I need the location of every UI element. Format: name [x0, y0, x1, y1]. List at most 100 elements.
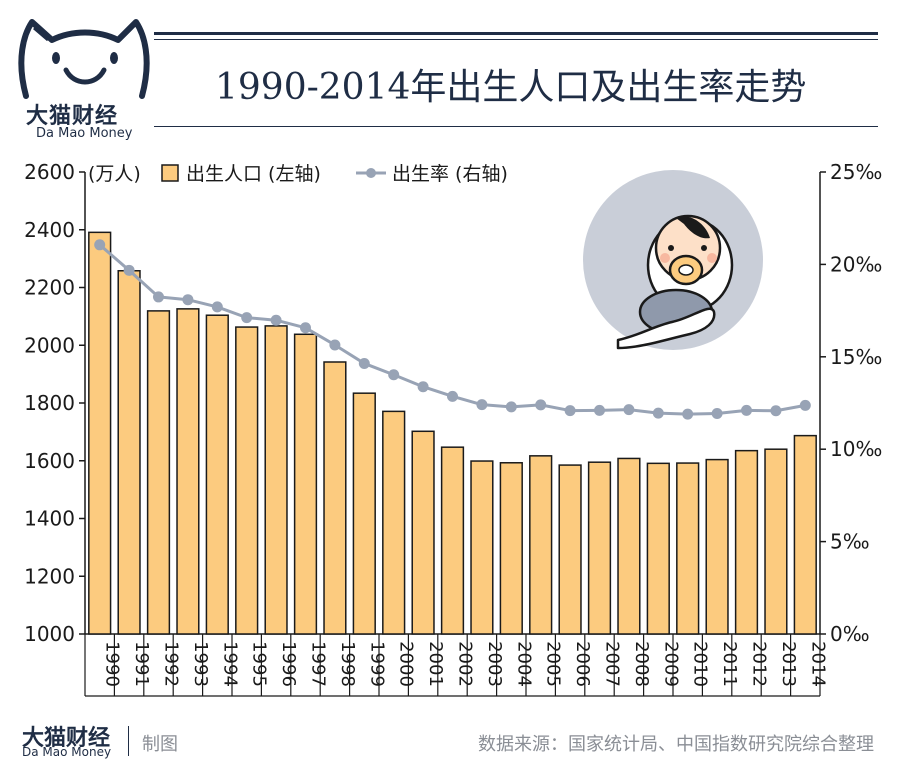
- point-birth-rate: [388, 369, 400, 381]
- x-axis-tick-label: 1999: [366, 641, 387, 687]
- point-birth-rate: [153, 291, 164, 303]
- brand-name-en: Da Mao Money: [36, 126, 133, 141]
- x-axis-tick-label: 2006: [572, 641, 593, 687]
- bar-birth-population: [499, 462, 523, 635]
- bar-birth-population: [382, 410, 406, 635]
- legend-line-label: 出生率 (右轴): [392, 163, 508, 185]
- right-axis-tick-label: 20‰: [830, 252, 882, 276]
- left-axis-tick-label: 1800: [24, 391, 75, 415]
- x-axis-tick-label: 1993: [190, 641, 211, 687]
- bar-birth-population: [88, 231, 112, 635]
- cat-face-icon: [18, 19, 150, 99]
- point-birth-rate: [652, 407, 664, 419]
- legend-bar-swatch: [161, 164, 179, 182]
- point-birth-rate: [241, 312, 253, 324]
- bar-birth-population: [146, 310, 171, 635]
- x-axis-tick-label: 2003: [484, 641, 505, 687]
- title-top-rule-thin: [154, 39, 878, 40]
- left-axis-tick-label: 2400: [24, 218, 75, 242]
- right-axis-tick-label: 25‰: [830, 160, 882, 184]
- point-birth-rate: [182, 294, 194, 306]
- x-axis-tick-label: 2004: [513, 641, 534, 687]
- x-axis-tick-label: 2010: [690, 641, 711, 687]
- x-axis-tick-label: 2007: [602, 641, 623, 687]
- x-axis-tick-label: 2014: [807, 641, 828, 687]
- point-birth-rate: [123, 264, 135, 276]
- bar-birth-population: [793, 434, 817, 635]
- right-axis-tick-label: 15‰: [830, 345, 882, 369]
- bar-birth-population: [264, 325, 288, 635]
- x-axis-tick-label: 1991: [131, 641, 152, 687]
- x-axis-tick-label: 2009: [660, 641, 681, 687]
- x-axis-tick-label: 1998: [337, 641, 358, 687]
- point-birth-rate: [476, 399, 488, 411]
- footer-maker: 制图: [142, 734, 178, 755]
- right-axis-tick-label: 0‰: [830, 622, 870, 646]
- bar-birth-population: [117, 270, 141, 635]
- data-source: 数据来源：国家统计局、中国指数研究院综合整理: [478, 734, 874, 755]
- left-axis-tick-label: 1200: [24, 564, 75, 588]
- bar-birth-population: [529, 455, 553, 635]
- x-axis-tick-label: 1995: [249, 641, 270, 687]
- x-axis-tick-label: 2011: [719, 641, 740, 687]
- right-axis-tick-label: 10‰: [830, 437, 882, 461]
- x-axis-tick-label: 1994: [219, 641, 240, 687]
- bar-birth-population: [440, 446, 465, 635]
- left-axis-tick-label: 2000: [24, 333, 75, 357]
- bar-birth-population: [764, 448, 788, 635]
- footer-brand-name: 大猫财经: [22, 726, 111, 751]
- point-birth-rate: [300, 322, 311, 334]
- x-axis-tick-label: 2013: [778, 641, 799, 687]
- point-birth-rate: [770, 405, 782, 417]
- left-axis-unit: (万人): [88, 163, 141, 185]
- x-axis-tick-label: 1996: [278, 641, 299, 687]
- x-axis-tick-label: 2012: [749, 641, 770, 687]
- bar-birth-population: [705, 458, 729, 635]
- point-birth-rate: [447, 390, 458, 402]
- right-axis-tick-label: 5‰: [830, 530, 870, 554]
- point-birth-rate: [799, 399, 811, 411]
- baby-illustration: [583, 170, 763, 350]
- chart-title: 1990-2014年出生人口及出生率走势: [215, 67, 807, 108]
- left-axis-tick-label: 2200: [24, 276, 75, 300]
- title-bottom-rule: [154, 126, 878, 127]
- birth-chart: 1000 1200 1400 1600 1800 2000 2200 2400 2600 0‰ 5‰…: [24, 160, 882, 697]
- bar-birth-population: [352, 392, 376, 635]
- footer-divider: [128, 726, 129, 756]
- point-birth-rate: [564, 405, 576, 417]
- bar-birth-population: [411, 430, 435, 635]
- bar-birth-population: [617, 457, 641, 635]
- point-birth-rate: [741, 404, 752, 416]
- left-axis-tick-label: 1000: [24, 622, 75, 646]
- bar-birth-population: [676, 462, 700, 635]
- x-axis-tick-label: 1997: [308, 641, 329, 687]
- legend-bar-label: 出生人口 (左轴): [186, 163, 321, 185]
- x-axis-tick-label: 1990: [102, 641, 123, 687]
- x-axis-tick-label: 2000: [396, 641, 417, 687]
- point-birth-rate: [505, 401, 517, 413]
- footer-brand-name-en: Da Mao Money: [22, 745, 112, 759]
- brand-logo: [14, 14, 154, 144]
- bar-birth-population: [235, 326, 259, 635]
- point-birth-rate: [594, 404, 605, 416]
- bar-birth-population: [293, 333, 318, 635]
- point-birth-rate: [711, 408, 723, 420]
- point-birth-rate: [329, 339, 341, 351]
- bar-birth-population: [470, 460, 494, 635]
- brand-name: 大猫财经: [26, 104, 119, 129]
- point-birth-rate: [623, 404, 635, 416]
- left-axis-tick-label: 1400: [24, 507, 75, 531]
- bar-birth-population: [323, 361, 347, 635]
- bar-birth-population: [205, 314, 229, 635]
- point-birth-rate: [682, 408, 694, 420]
- bar-birth-population: [646, 462, 670, 635]
- x-axis-tick-label: 2008: [631, 641, 652, 687]
- point-birth-rate: [358, 357, 370, 369]
- point-birth-rate: [535, 399, 547, 411]
- point-birth-rate: [270, 314, 282, 326]
- point-birth-rate: [94, 239, 106, 251]
- point-birth-rate: [211, 301, 223, 313]
- x-axis-tick-label: 2001: [425, 641, 446, 687]
- x-axis-tick-label: 1992: [161, 641, 182, 687]
- left-axis-tick-label: 2600: [24, 160, 75, 184]
